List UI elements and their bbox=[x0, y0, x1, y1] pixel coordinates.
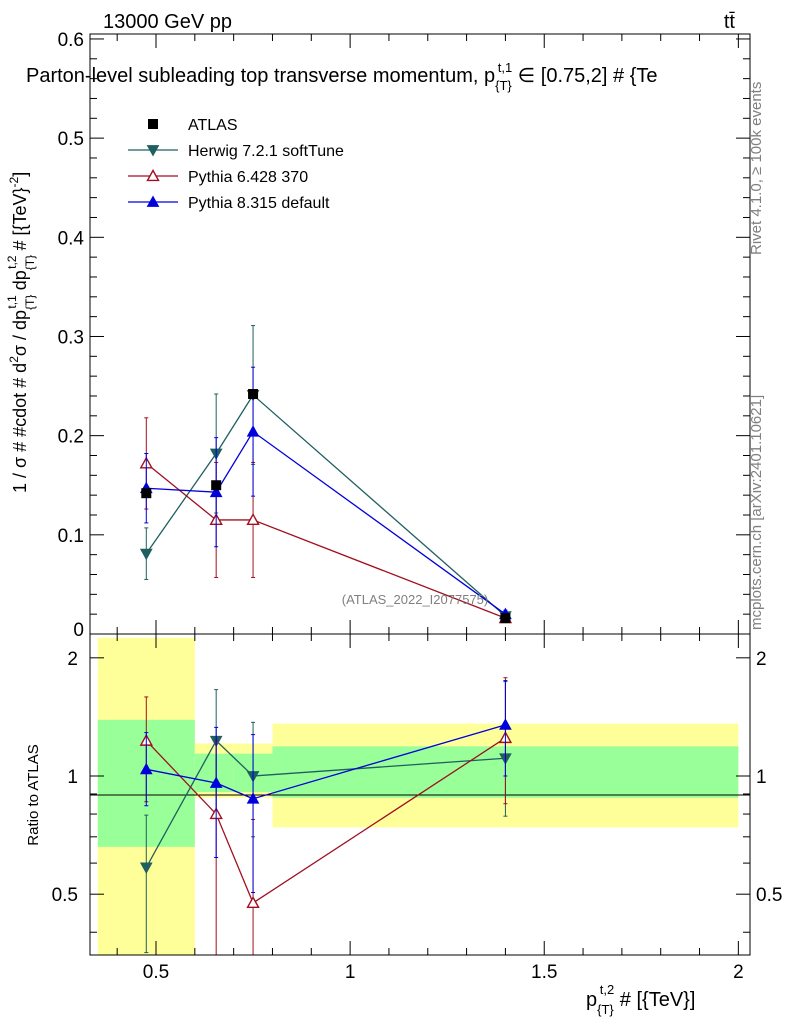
main-series-layer bbox=[139, 325, 513, 624]
xlabel-part: t,2 bbox=[600, 982, 614, 997]
data-point-marker bbox=[148, 119, 158, 129]
ratio-series-line bbox=[146, 724, 506, 800]
legend-entry-herwig: Herwig 7.2.1 softTune bbox=[128, 143, 344, 160]
plot-title-main: Parton-level subleading top transverse m… bbox=[26, 65, 495, 87]
main-axis-ticks: 0 0.1 0.2 0.3 0.4 0.5 0.6 bbox=[58, 30, 750, 641]
data-point-marker bbox=[139, 548, 153, 561]
data-point-marker bbox=[499, 718, 512, 730]
series-pythia8 bbox=[139, 366, 512, 620]
plot-title-sup: t,1 bbox=[498, 60, 512, 75]
legend-label: Pythia 8.315 default bbox=[188, 195, 330, 212]
rivet-version-label: Rivet 4.1.0, ≥ 100k events bbox=[748, 82, 765, 255]
series-line bbox=[145, 394, 506, 617]
ylabel-part: σ / dp bbox=[10, 310, 30, 356]
data-point-marker bbox=[146, 195, 160, 207]
plot-title-tail: ∈ [0.75,2] # {Te bbox=[512, 65, 657, 87]
series-line bbox=[145, 462, 506, 619]
x-axis-label: p{T} t,2 # [{TeV}] bbox=[586, 982, 695, 1017]
data-point-marker bbox=[141, 488, 152, 499]
legend-entry-pythia6: Pythia 6.428 370 bbox=[128, 169, 308, 186]
ratio-series-pythia8 bbox=[139, 680, 512, 893]
xlabel-part: # [{TeV}] bbox=[614, 989, 695, 1011]
data-point-marker bbox=[146, 169, 160, 182]
legend: ATLAS Herwig 7.2.1 softTune Pythia 6.428 3… bbox=[128, 117, 344, 212]
ratio-y-tick-label: 0.5 bbox=[52, 885, 78, 906]
ratio-y-tick-label-right: 0.5 bbox=[756, 885, 782, 906]
ylabel-part: ] bbox=[10, 172, 30, 177]
x-tick-label: 1 bbox=[345, 962, 356, 983]
series-line bbox=[146, 430, 506, 615]
xlabel-part: {T} bbox=[597, 1002, 614, 1017]
ylabel-part: -2 bbox=[7, 176, 21, 187]
y-tick-label: 0.1 bbox=[58, 526, 84, 547]
data-point-marker bbox=[211, 480, 222, 491]
ratio-uncertainty-bands bbox=[97, 637, 739, 955]
x-tick-label: 1.5 bbox=[531, 962, 557, 983]
data-point-marker bbox=[248, 389, 259, 399]
process-label: tt̄ bbox=[724, 11, 736, 33]
y-tick-label: 0.5 bbox=[58, 129, 84, 150]
data-point-marker bbox=[209, 485, 223, 498]
ylabel-part: {T} bbox=[23, 295, 37, 310]
y-tick-label: 0 bbox=[73, 620, 84, 641]
main-panel: 0 0.1 0.2 0.3 0.4 0.5 0.6 bbox=[58, 30, 751, 641]
x-tick-label: 0.5 bbox=[143, 962, 169, 983]
ylabel-part: dp bbox=[10, 270, 30, 295]
ylabel-part: # [{TeV} bbox=[10, 187, 30, 255]
data-point-marker bbox=[246, 425, 260, 437]
data-point-marker bbox=[139, 862, 153, 874]
data-point-marker bbox=[139, 762, 153, 775]
legend-entry-pythia8: Pythia 8.315 default bbox=[128, 195, 330, 212]
ratio-plot-frame bbox=[89, 633, 751, 956]
ylabel-part: t,2 bbox=[5, 255, 19, 269]
ylabel-part: {T} bbox=[23, 255, 37, 270]
y-tick-label: 0.2 bbox=[58, 427, 84, 448]
energy-label: 13000 GeV pp bbox=[103, 11, 232, 33]
data-point-marker bbox=[246, 513, 260, 526]
ratio-y-tick-label-right: 2 bbox=[756, 649, 767, 670]
ratio-y-tick-label: 2 bbox=[67, 649, 78, 670]
ratio-series-line bbox=[145, 739, 506, 868]
y-tick-label: 0.4 bbox=[58, 228, 85, 249]
plot-title: Parton-level subleading top transverse m… bbox=[26, 60, 658, 93]
data-point-marker bbox=[246, 792, 260, 804]
y-tick-label: 0.3 bbox=[58, 327, 84, 348]
ylabel-part: 2 bbox=[7, 356, 21, 363]
xlabel-part: p bbox=[586, 989, 597, 1011]
plot-title-sub: {T} bbox=[495, 78, 512, 93]
ylabel-part: t,1 bbox=[5, 295, 19, 309]
data-point-marker bbox=[146, 145, 160, 157]
x-tick-label: 2 bbox=[733, 962, 744, 983]
y-tick-label: 0.6 bbox=[58, 30, 84, 51]
ratio-series-line bbox=[145, 737, 506, 904]
ylabel-part: 1 / σ # #cdot # d bbox=[10, 363, 30, 493]
data-point-marker bbox=[209, 776, 223, 788]
ratio-y-tick-label-right: 1 bbox=[756, 767, 767, 788]
main-y-axis-label: 1 / σ # #cdot # d2σ / dp{T}t,1 dp{T}t,2 … bbox=[5, 172, 37, 493]
mcplots-label: mcplots.cern.ch [arXiv:2401.10621] bbox=[748, 395, 765, 630]
series-atlas bbox=[141, 389, 511, 624]
legend-entry-atlas: ATLAS bbox=[148, 117, 238, 134]
data-point-marker bbox=[500, 613, 511, 624]
ratio-panel: 0.5 0.5 1 1 2 2 0.5 1 1.5 2 bbox=[52, 633, 782, 983]
legend-label: Pythia 6.428 370 bbox=[188, 169, 308, 186]
analysis-watermark: (ATLAS_2022_I2077575) bbox=[342, 592, 488, 607]
data-point-marker bbox=[246, 895, 260, 909]
legend-label: Herwig 7.2.1 softTune bbox=[188, 143, 344, 160]
ratio-y-axis-label: Ratio to ATLAS bbox=[25, 744, 42, 845]
legend-label: ATLAS bbox=[188, 117, 238, 134]
ratio-y-tick-label: 1 bbox=[67, 767, 78, 788]
ratio-axis-ticks: 0.5 0.5 1 1 2 2 0.5 1 1.5 2 bbox=[52, 634, 782, 983]
